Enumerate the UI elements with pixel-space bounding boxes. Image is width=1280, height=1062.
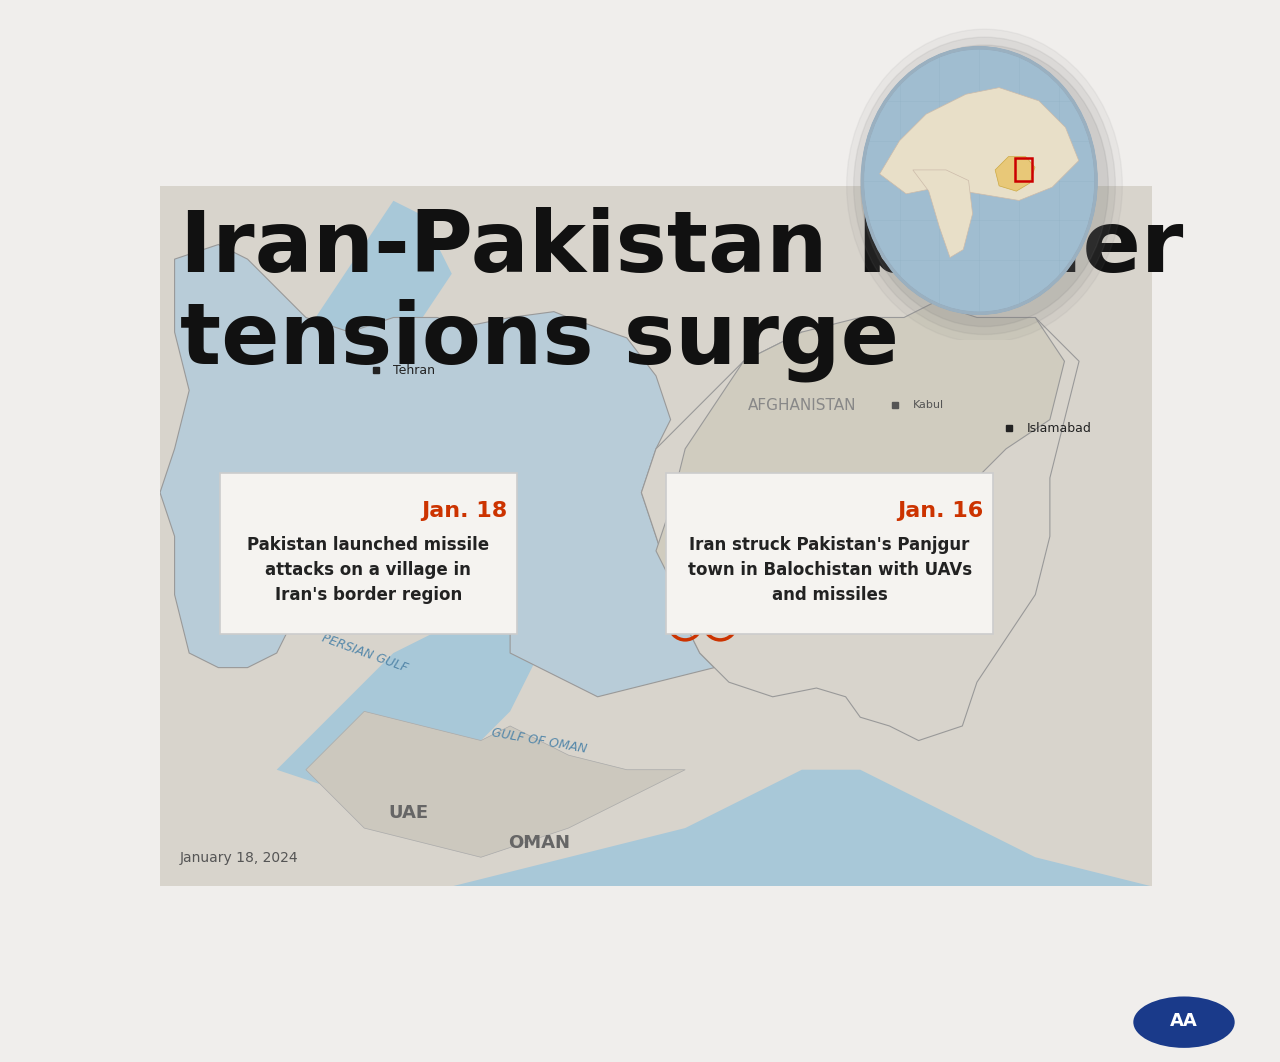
Text: IRAN: IRAN <box>410 508 494 536</box>
Polygon shape <box>995 156 1036 191</box>
Polygon shape <box>306 712 685 857</box>
Text: Islamabad: Islamabad <box>1027 422 1092 434</box>
Polygon shape <box>160 770 1152 887</box>
Ellipse shape <box>846 29 1123 342</box>
Text: Kabul: Kabul <box>913 400 943 410</box>
FancyBboxPatch shape <box>220 474 517 634</box>
Polygon shape <box>160 244 714 697</box>
Polygon shape <box>306 201 452 346</box>
Text: GULF OF OMAN: GULF OF OMAN <box>490 725 588 755</box>
Text: Pakistan launched missile
attacks on a village in
Iran's border region: Pakistan launched missile attacks on a v… <box>247 536 489 604</box>
Text: Iran-Pakistan border: Iran-Pakistan border <box>179 207 1183 290</box>
Polygon shape <box>913 170 973 258</box>
FancyBboxPatch shape <box>666 474 993 634</box>
Ellipse shape <box>860 45 1108 326</box>
Polygon shape <box>160 186 1152 887</box>
Polygon shape <box>641 318 1079 740</box>
Polygon shape <box>879 88 1079 201</box>
Text: tensions surge: tensions surge <box>179 298 899 381</box>
Text: Jan. 16: Jan. 16 <box>897 501 983 521</box>
Text: January 18, 2024: January 18, 2024 <box>179 852 298 866</box>
Text: OMAN: OMAN <box>508 834 571 852</box>
Text: Tehran: Tehran <box>393 363 435 377</box>
Text: PAKISTAN: PAKISTAN <box>785 508 937 535</box>
Polygon shape <box>276 610 539 799</box>
Polygon shape <box>685 478 744 521</box>
Ellipse shape <box>854 37 1115 335</box>
Bar <box>1015 158 1032 181</box>
Ellipse shape <box>863 48 1096 313</box>
Text: UAE: UAE <box>388 805 428 822</box>
Text: Iran struck Pakistan's Panjgur
town in Balochistan with UAVs
and missiles: Iran struck Pakistan's Panjgur town in B… <box>687 536 972 604</box>
Text: AA: AA <box>1170 1012 1198 1030</box>
Text: Jan. 18: Jan. 18 <box>421 501 507 521</box>
Text: AFGHANISTAN: AFGHANISTAN <box>748 397 856 412</box>
Text: PERSIAN GULF: PERSIAN GULF <box>320 632 410 674</box>
Polygon shape <box>657 303 1065 580</box>
Circle shape <box>1133 996 1235 1048</box>
